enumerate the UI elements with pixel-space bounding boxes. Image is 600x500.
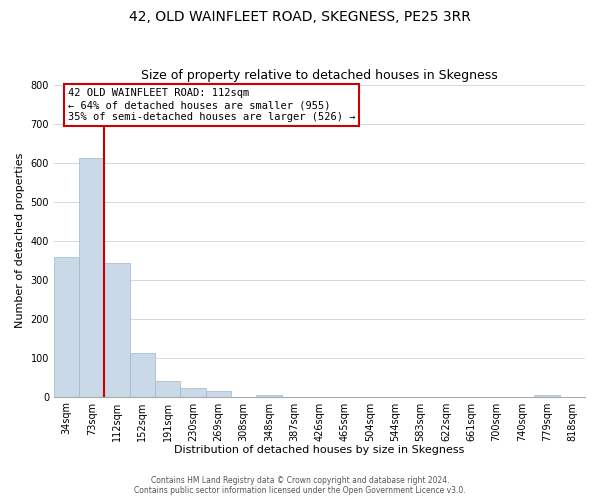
Text: 42, OLD WAINFLEET ROAD, SKEGNESS, PE25 3RR: 42, OLD WAINFLEET ROAD, SKEGNESS, PE25 3… [129,10,471,24]
Bar [206,391,231,396]
X-axis label: Distribution of detached houses by size in Skegness: Distribution of detached houses by size … [174,445,464,455]
Bar [155,381,181,396]
Y-axis label: Number of detached properties: Number of detached properties [15,153,25,328]
Text: 42 OLD WAINFLEET ROAD: 112sqm
← 64% of detached houses are smaller (955)
35% of : 42 OLD WAINFLEET ROAD: 112sqm ← 64% of d… [68,88,355,122]
Bar [181,388,206,396]
Bar [54,257,79,396]
Bar [104,263,130,396]
Title: Size of property relative to detached houses in Skegness: Size of property relative to detached ho… [141,69,498,82]
Text: Contains HM Land Registry data © Crown copyright and database right 2024.
Contai: Contains HM Land Registry data © Crown c… [134,476,466,495]
Bar [256,394,281,396]
Bar [79,158,104,396]
Bar [130,352,155,397]
